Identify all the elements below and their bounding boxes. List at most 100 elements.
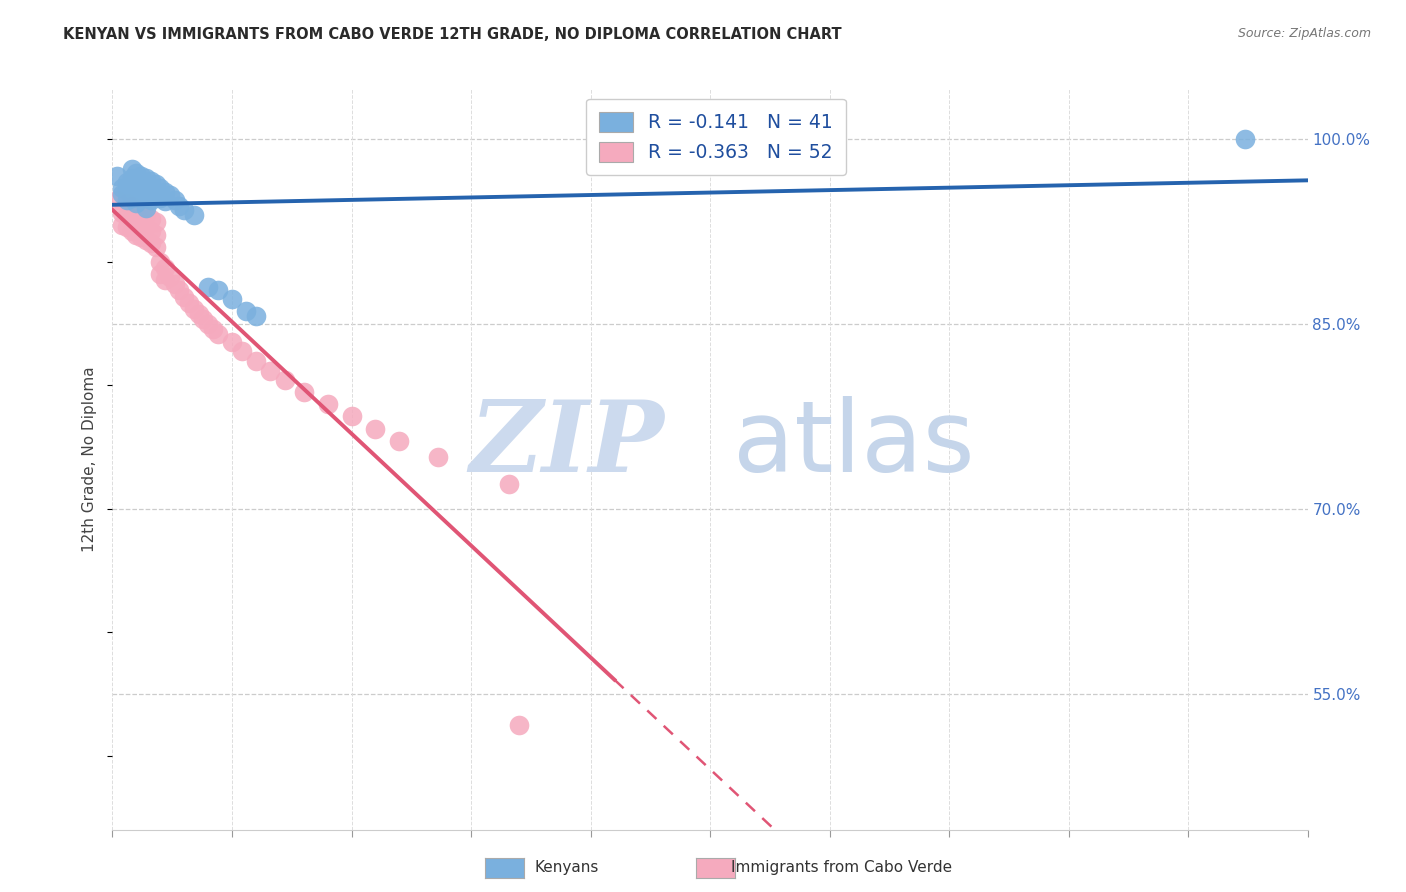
Point — [115, 194, 138, 208]
Point — [111, 187, 134, 202]
Point — [159, 269, 181, 284]
Point — [149, 268, 172, 282]
Point — [129, 169, 152, 183]
Point — [115, 208, 138, 222]
Point — [201, 321, 224, 335]
Point — [129, 178, 152, 192]
Point — [245, 353, 267, 368]
Text: KENYAN VS IMMIGRANTS FROM CABO VERDE 12TH GRADE, NO DIPLOMA CORRELATION CHART: KENYAN VS IMMIGRANTS FROM CABO VERDE 12T… — [63, 27, 842, 42]
Text: ZIP: ZIP — [470, 396, 664, 492]
Point — [129, 187, 152, 202]
Point — [105, 169, 128, 183]
Point — [125, 166, 148, 180]
Point — [125, 195, 148, 210]
Point — [1234, 131, 1257, 145]
Point — [121, 181, 143, 195]
Text: Source: ZipAtlas.com: Source: ZipAtlas.com — [1237, 27, 1371, 40]
Point — [129, 218, 152, 232]
Point — [121, 191, 143, 205]
Point — [508, 717, 530, 731]
Point — [173, 289, 195, 303]
Point — [149, 191, 172, 205]
Point — [139, 183, 162, 197]
Text: Immigrants from Cabo Verde: Immigrants from Cabo Verde — [731, 860, 952, 874]
Point — [177, 295, 200, 310]
Point — [193, 311, 215, 326]
Point — [135, 201, 157, 215]
Point — [259, 363, 281, 377]
Point — [129, 230, 152, 244]
Point — [149, 255, 172, 269]
Point — [125, 215, 148, 229]
Point — [139, 211, 162, 226]
Point — [197, 317, 219, 331]
Point — [153, 194, 176, 209]
Point — [145, 215, 167, 229]
Point — [139, 194, 162, 208]
Point — [273, 373, 295, 387]
Point — [125, 175, 148, 189]
Point — [163, 277, 186, 292]
Point — [145, 240, 167, 254]
Point — [139, 236, 162, 251]
Point — [292, 384, 315, 399]
Point — [111, 218, 134, 232]
Point — [125, 227, 148, 242]
Point — [115, 220, 138, 235]
Point — [159, 188, 181, 202]
Point — [231, 343, 253, 358]
Point — [111, 205, 134, 219]
Point — [316, 397, 339, 411]
Point — [121, 171, 143, 186]
Point — [135, 171, 157, 186]
Point — [153, 261, 176, 276]
Point — [221, 335, 243, 350]
Point — [145, 178, 167, 192]
Point — [169, 199, 191, 213]
Point — [115, 175, 138, 189]
Point — [145, 187, 167, 202]
Point — [245, 310, 267, 324]
Point — [121, 211, 143, 226]
Point — [153, 273, 176, 287]
Point — [173, 203, 195, 218]
Point — [183, 301, 205, 316]
Point — [121, 224, 143, 238]
Text: atlas: atlas — [733, 396, 974, 493]
Y-axis label: 12th Grade, No Diploma: 12th Grade, No Diploma — [82, 367, 97, 552]
Point — [340, 409, 363, 424]
Point — [145, 227, 167, 242]
Point — [153, 185, 176, 199]
Point — [129, 205, 152, 219]
Point — [235, 304, 257, 318]
Point — [125, 186, 148, 200]
Point — [139, 173, 162, 187]
Point — [105, 194, 128, 208]
Point — [121, 162, 143, 177]
Point — [426, 450, 449, 464]
Point — [125, 203, 148, 218]
Point — [221, 292, 243, 306]
Text: Kenyans: Kenyans — [534, 860, 599, 874]
Point — [111, 181, 134, 195]
Point — [139, 224, 162, 238]
Point — [135, 181, 157, 195]
Point — [197, 279, 219, 293]
Point — [388, 434, 411, 448]
Point — [135, 220, 157, 235]
Point — [135, 208, 157, 222]
Point — [135, 233, 157, 247]
Point — [135, 191, 157, 205]
Point — [498, 477, 520, 491]
Point — [364, 421, 387, 435]
Legend: R = -0.141   N = 41, R = -0.363   N = 52: R = -0.141 N = 41, R = -0.363 N = 52 — [586, 99, 846, 175]
Point — [115, 183, 138, 197]
Point — [169, 283, 191, 297]
Point — [163, 194, 186, 208]
Point — [121, 199, 143, 213]
Point — [187, 307, 209, 321]
Point — [207, 283, 229, 297]
Point — [183, 208, 205, 222]
Point — [115, 195, 138, 210]
Point — [149, 181, 172, 195]
